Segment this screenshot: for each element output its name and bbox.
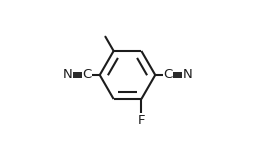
Text: N: N — [182, 69, 192, 81]
Text: C: C — [82, 69, 91, 81]
Text: F: F — [137, 114, 145, 127]
Text: C: C — [163, 69, 172, 81]
Text: N: N — [62, 69, 72, 81]
